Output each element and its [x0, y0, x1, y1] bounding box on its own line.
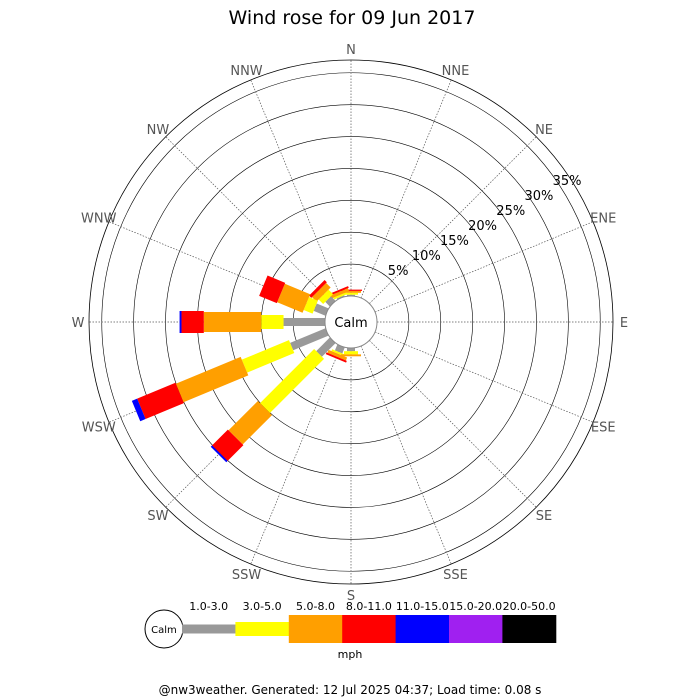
petal-segment-wnw-0: [313, 303, 329, 316]
petal-sw: [210, 337, 336, 463]
petal-segment-wsw-2: [175, 356, 249, 403]
petal-segment-wsw-4: [131, 398, 146, 422]
direction-label-wsw: WSW: [82, 420, 116, 435]
petal-segment-wsw-1: [241, 340, 295, 373]
ring-label-1: 5%: [388, 264, 409, 279]
petal-wnw: [259, 275, 329, 316]
spoke-ne: [369, 136, 537, 304]
petal-segment-w-4: [179, 311, 182, 333]
direction-label-s: S: [347, 589, 355, 604]
ring-label-5: 25%: [496, 204, 525, 219]
direction-label-nw: NW: [147, 123, 170, 138]
petal-segment-sw-1: [260, 348, 325, 413]
petal-wsw: [131, 328, 329, 422]
legend-swatch-0: [182, 624, 236, 634]
direction-label-ne: NE: [535, 123, 553, 138]
direction-label-nne: NNE: [442, 64, 470, 79]
petal-segment-w-1: [261, 315, 284, 329]
petal-segment-nnw-3: [327, 286, 349, 297]
direction-label-n: N: [346, 43, 356, 58]
petal-segment-nnw-0: [336, 295, 345, 300]
ring-label-2: 10%: [412, 249, 441, 264]
calm-label: Calm: [334, 316, 367, 331]
spoke-ssw: [250, 345, 342, 565]
calm-center: Calm: [324, 295, 378, 349]
ring-outer: [88, 59, 614, 585]
direction-label-ssw: SSW: [232, 568, 262, 583]
spoke-nw: [165, 136, 333, 304]
direction-label-wnw: WNW: [81, 212, 117, 227]
petal-segment-sw-4: [210, 445, 228, 463]
legend-label-2: 5.0-8.0: [296, 600, 335, 613]
legend-calm-label: Calm: [151, 625, 177, 636]
direction-label-e: E: [620, 316, 628, 331]
petal-w: [179, 311, 325, 333]
legend-label-5: 15.0-20.0: [449, 600, 502, 613]
petal-segment-s-0: [347, 348, 355, 352]
petal-segment-wnw-2: [277, 283, 311, 313]
petal-segment-wnw-3: [259, 275, 286, 304]
petal-segment-nw-2: [312, 283, 331, 302]
direction-label-se: SE: [536, 509, 552, 524]
ring-label-7: 35%: [553, 174, 582, 189]
wind-petals: [131, 275, 362, 463]
legend-units: mph: [338, 648, 363, 661]
petal-segment-wsw-3: [137, 382, 184, 420]
petal-segment-wnw-1: [303, 297, 318, 314]
ring-circle: [133, 104, 569, 540]
petal-s: [341, 348, 361, 357]
direction-label-nnw: NNW: [230, 64, 262, 79]
petal-segment-s-1: [344, 351, 358, 355]
ring-percent-labels: 5%10%15%20%25%30%35%: [388, 174, 582, 279]
legend-swatch-4: [395, 615, 450, 643]
ring-label-6: 30%: [524, 189, 553, 204]
legend-swatch-2: [288, 615, 343, 643]
legend-swatch-6: [502, 615, 557, 643]
direction-label-sw: SW: [147, 509, 168, 524]
petal-segment-nw-3: [309, 280, 327, 298]
direction-labels: N NNE NE ENE E ESE SE SSE S SSW SW WSW W WNW NW NNW: [72, 43, 629, 604]
direction-label-ene: ENE: [590, 212, 616, 227]
legend-label-6: 20.0-50.0: [503, 600, 556, 613]
petal-segment-w-2: [203, 312, 262, 332]
petal-segment-sw-3: [212, 429, 244, 461]
petal-segment-s-2: [341, 354, 361, 357]
speed-legend: Calm 1.0-3.0 3.0-5.0 5.0-8.0 8.0-11.0 11.0-1…: [144, 600, 557, 661]
footer-text: @nw3weather. Generated: 12 Jul 2025 04:3…: [159, 683, 542, 697]
ring-label-4: 20%: [468, 219, 497, 234]
petal-nnw: [327, 286, 350, 300]
petal-segment-nw-0: [325, 296, 336, 307]
spoke-nnw: [250, 79, 342, 299]
direction-label-sse: SSE: [443, 568, 468, 583]
petal-segment-sw-0: [316, 337, 336, 357]
petal-segment-w-3: [181, 311, 204, 333]
direction-label-w: W: [72, 316, 85, 331]
petal-segment-wsw-0: [290, 328, 329, 351]
spoke-se: [369, 340, 537, 508]
petal-segment-w-0: [283, 318, 325, 326]
chart-title: Wind rose for 09 Jun 2017: [229, 7, 476, 29]
legend-swatch-3: [342, 615, 397, 643]
direction-label-ese: ESE: [591, 420, 616, 435]
spoke-nne: [360, 79, 452, 299]
legend-label-4: 11.0-15.0: [396, 600, 449, 613]
legend-label-1: 3.0-5.0: [243, 600, 282, 613]
petal-segment-n-1: [344, 292, 358, 295]
petal-segment-ssw-2: [327, 349, 348, 361]
petal-segment-ssw-3: [325, 352, 347, 363]
legend-swatch-1: [235, 622, 290, 636]
petal-segment-nw-1: [318, 289, 334, 305]
petal-segment-sw-2: [228, 400, 273, 445]
legend-label-3: 8.0-11.0: [346, 600, 392, 613]
petal-nw: [309, 280, 336, 307]
spoke-ese: [374, 331, 594, 423]
legend-swatch-5: [449, 615, 503, 643]
ring-label-3: 15%: [440, 234, 469, 249]
spoke-ene: [374, 221, 594, 313]
spoke-sse: [360, 345, 452, 565]
legend-label-0: 1.0-3.0: [189, 600, 228, 613]
petal-segment-nnw-2: [329, 288, 350, 299]
petal-segment-nnw-1: [333, 292, 348, 300]
